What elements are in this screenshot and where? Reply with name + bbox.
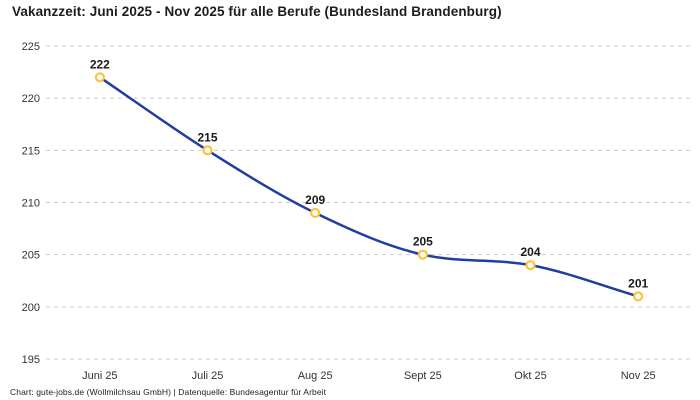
x-axis-tick-label: Nov 25 <box>621 370 656 382</box>
data-point-label: 215 <box>197 130 217 144</box>
x-axis-tick-label: Juni 25 <box>82 370 117 382</box>
data-point-label: 205 <box>413 235 433 249</box>
data-point-label: 204 <box>520 245 540 259</box>
chart-title: Vakanzzeit: Juni 2025 - Nov 2025 für all… <box>12 4 502 19</box>
data-point-label: 201 <box>628 276 648 290</box>
x-axis-tick-label: Sept 25 <box>404 370 442 382</box>
x-axis-tick-label: Aug 25 <box>298 370 333 382</box>
y-axis-tick-label: 220 <box>22 93 40 105</box>
x-axis-tick-label: Okt 25 <box>514 370 546 382</box>
chart-credit: Chart: gute-jobs.de (Wollmilchsau GmbH) … <box>10 386 327 397</box>
data-point-marker[interactable] <box>417 249 428 260</box>
y-axis-tick-label: 225 <box>22 41 40 53</box>
y-axis-tick-label: 200 <box>22 302 40 314</box>
data-point-marker[interactable] <box>525 260 536 271</box>
data-point-marker[interactable] <box>202 145 213 156</box>
data-point-marker[interactable] <box>310 207 321 219</box>
data-point-marker[interactable] <box>94 72 105 83</box>
trend-line <box>98 76 640 298</box>
x-axis-tick-label: Juli 25 <box>192 370 224 382</box>
y-axis-tick-label: 215 <box>22 145 40 157</box>
y-axis-tick-label: 195 <box>22 354 40 366</box>
data-point-marker[interactable] <box>633 291 644 302</box>
y-axis-tick-label: 205 <box>22 250 40 262</box>
data-point-label: 209 <box>305 193 325 207</box>
y-axis-tick-label: 210 <box>22 198 40 210</box>
data-point-label: 222 <box>90 57 110 71</box>
